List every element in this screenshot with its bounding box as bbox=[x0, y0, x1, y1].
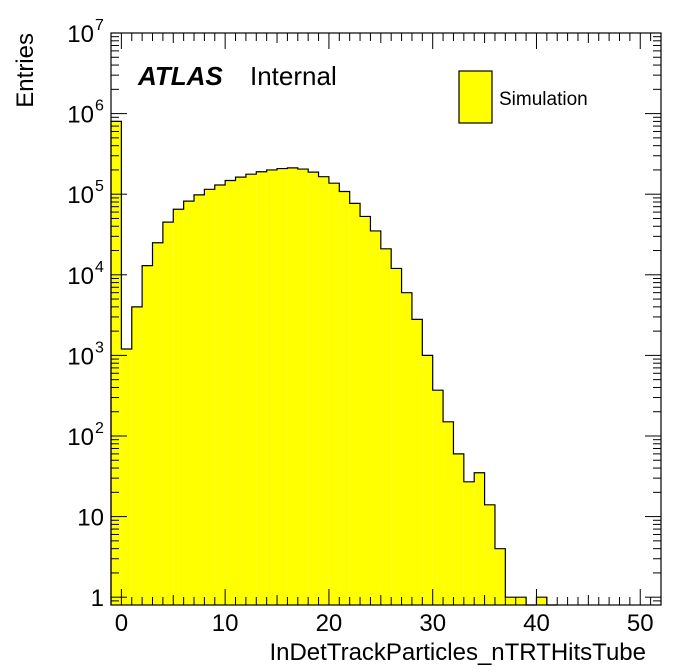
y-tick-label-exponent: 6 bbox=[95, 98, 104, 115]
histogram-bar bbox=[370, 230, 381, 605]
y-tick-label-exponent: 2 bbox=[95, 420, 104, 437]
histogram-outline bbox=[110, 120, 558, 606]
histogram-bar bbox=[183, 201, 195, 606]
histogram-bar bbox=[484, 504, 495, 605]
histogram-bar bbox=[411, 319, 423, 605]
axis-ticks bbox=[110, 32, 662, 606]
histogram-bar bbox=[225, 180, 236, 605]
y-tick-label: 10 3 bbox=[67, 339, 104, 370]
histogram-bar bbox=[152, 242, 163, 605]
x-tick-labels: 0 10 20 30 40 50 bbox=[115, 610, 654, 637]
y-tick-label-base: 10 bbox=[67, 21, 94, 48]
histogram-bar bbox=[308, 172, 319, 605]
histogram-bar bbox=[474, 472, 485, 605]
y-tick-label: 10 bbox=[77, 505, 104, 532]
histogram-bars bbox=[111, 121, 547, 606]
plot-frame bbox=[110, 32, 662, 606]
y-tick-label-base: 10 bbox=[67, 263, 94, 290]
y-tick-label-exponent: 3 bbox=[95, 339, 104, 356]
y-tick-label-base: 10 bbox=[67, 424, 94, 451]
histogram-bar bbox=[287, 167, 298, 605]
y-tick-label: 10 7 bbox=[67, 17, 104, 48]
histogram-bar bbox=[277, 168, 288, 605]
histogram-bar bbox=[401, 292, 412, 605]
histogram-bar bbox=[214, 185, 226, 606]
histogram-bar bbox=[494, 548, 506, 605]
y-tick-label: 10 6 bbox=[67, 98, 104, 129]
histogram-bar bbox=[380, 248, 392, 605]
histogram-bar bbox=[318, 176, 329, 606]
atlas-status-label: Internal bbox=[250, 61, 337, 91]
y-tick-label-exponent: 5 bbox=[95, 178, 104, 195]
y-tick-label-exponent: 7 bbox=[95, 17, 104, 34]
atlas-experiment-label: ATLAS bbox=[137, 61, 223, 91]
x-tick-label: 50 bbox=[627, 610, 654, 637]
y-tick-label-base: 10 bbox=[77, 505, 104, 532]
y-tick-label-base: 10 bbox=[67, 343, 94, 370]
histogram-bar bbox=[360, 216, 371, 605]
y-tick-label: 10 2 bbox=[67, 420, 104, 451]
histogram-bar bbox=[432, 390, 444, 605]
y-tick-label-base: 1 bbox=[91, 585, 104, 612]
x-tick-label: 40 bbox=[523, 610, 550, 637]
y-tick-label: 10 4 bbox=[67, 259, 104, 290]
legend-swatch bbox=[458, 70, 493, 124]
histogram-bar bbox=[194, 194, 205, 605]
x-axis-title: InDetTrackParticles_nTRTHitsTube bbox=[269, 639, 646, 666]
histogram-bar bbox=[349, 203, 361, 605]
histogram-bar bbox=[131, 306, 143, 605]
histogram-bar bbox=[256, 171, 267, 605]
y-tick-label: 10 5 bbox=[67, 178, 104, 209]
x-tick-label: 20 bbox=[316, 610, 343, 637]
histogram-bar bbox=[297, 169, 309, 605]
histogram-bar bbox=[142, 265, 153, 605]
histogram-bar bbox=[443, 421, 454, 605]
legend: Simulation bbox=[458, 70, 588, 124]
y-tick-label: 1 bbox=[91, 585, 104, 612]
histogram-bar bbox=[173, 209, 184, 605]
histogram-bar bbox=[422, 355, 433, 605]
legend-entry-simulation: Simulation bbox=[499, 89, 588, 110]
atlas-label: ATLAS Internal bbox=[137, 61, 337, 91]
histogram-bar bbox=[245, 174, 257, 606]
histogram-bar bbox=[235, 177, 246, 606]
histogram-bar bbox=[515, 597, 527, 605]
y-tick-label-base: 10 bbox=[67, 102, 94, 129]
histogram-bar bbox=[453, 453, 464, 605]
histogram-bar bbox=[328, 183, 340, 606]
x-tick-label: 10 bbox=[212, 610, 239, 637]
x-tick-label: 30 bbox=[419, 610, 446, 637]
histogram-bar bbox=[391, 268, 402, 605]
histogram-bar bbox=[266, 169, 278, 605]
y-tick-label-base: 10 bbox=[67, 182, 94, 209]
y-axis-title: Entries bbox=[12, 33, 39, 108]
histogram-bar bbox=[121, 349, 132, 605]
y-tick-label-exponent: 4 bbox=[95, 259, 104, 276]
x-tick-label: 0 bbox=[115, 610, 128, 637]
histogram-bar bbox=[204, 189, 215, 606]
histogram-bar bbox=[162, 222, 174, 605]
histogram-bar bbox=[505, 597, 516, 605]
histogram-bar bbox=[463, 481, 475, 605]
histogram-bar bbox=[536, 597, 547, 605]
histogram-bar bbox=[339, 191, 350, 606]
